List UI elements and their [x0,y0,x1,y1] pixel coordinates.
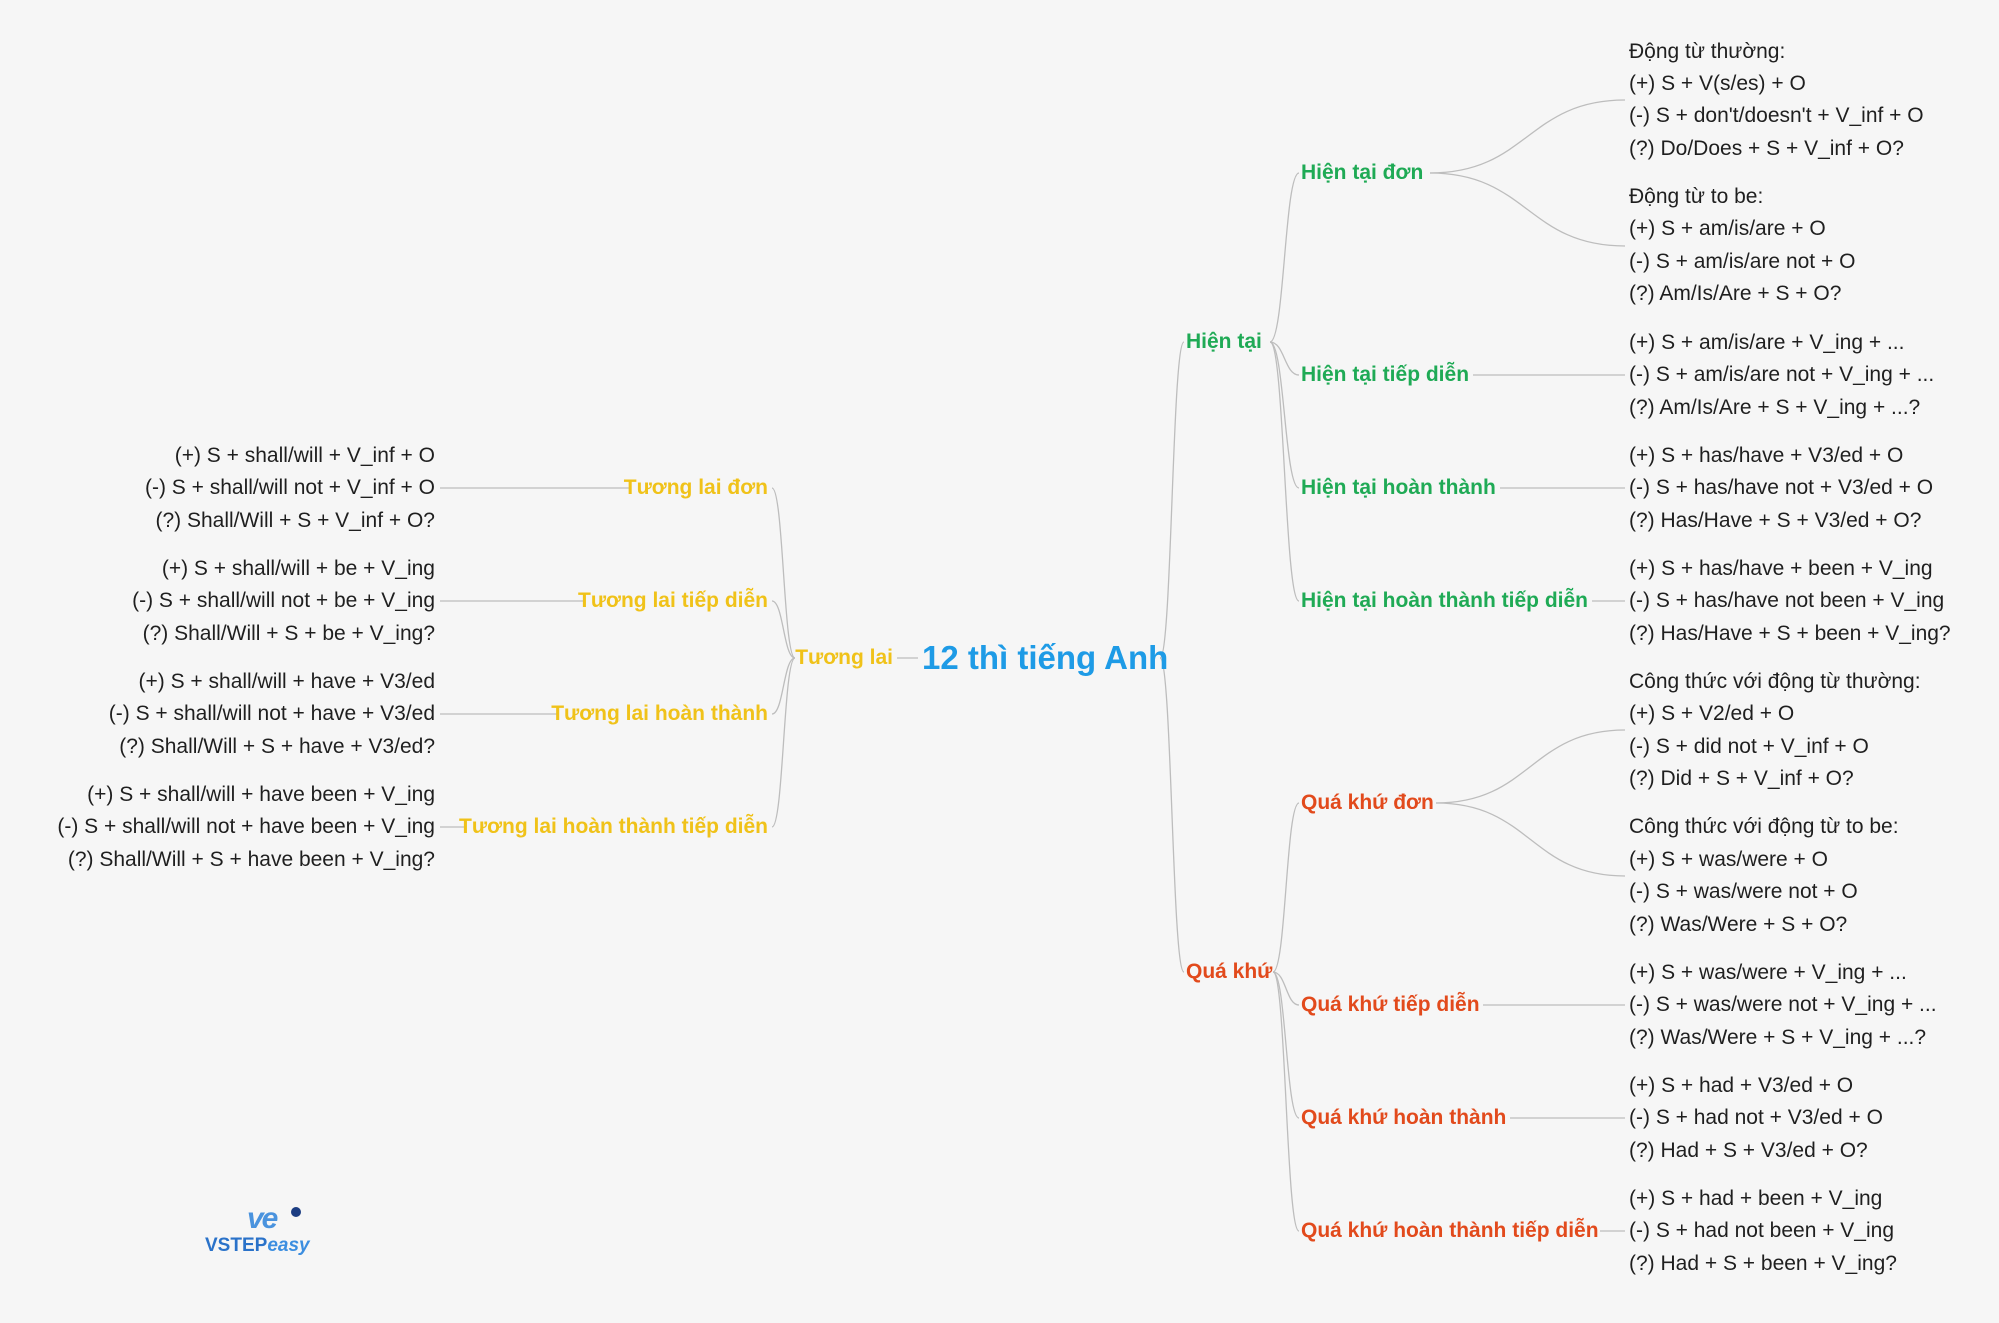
formula-line: (+) S + shall/will + V_inf + O [174,444,435,467]
brand-mark: ve [247,1202,278,1235]
link-future-tense-1 [771,600,796,659]
formula-line: (-) S + am/is/are not + V_ing + ... [1629,363,1935,386]
formula-line: (?) Am/Is/Are + S + O? [1629,282,1842,305]
link-past-tense-0 [1272,802,1300,973]
link-root-past [1159,657,1185,973]
brand-name: VSTEPeasy [205,1235,310,1257]
formula-line: (+) S + V(s/es) + O [1629,72,1806,95]
formula-line: (-) S + had not + V3/ed + O [1629,1106,1883,1129]
formula-line: (+) S + am/is/are + V_ing + ... [1629,331,1905,354]
formula-heading: Công thức với động từ thường: [1629,670,1921,693]
branch-future: Tương lai [795,646,893,669]
link-past-tense-3 [1272,971,1300,1232]
link-root-present [1159,341,1185,659]
formula-line: (+) S + shall/will + have been + V_ing [87,783,435,806]
formula-line: (+) S + shall/will + have + V3/ed [138,670,436,693]
formula-line: (?) Had + S + V3/ed + O? [1629,1139,1868,1162]
formula-line: (?) Do/Does + S + V_inf + O? [1629,137,1904,160]
tense-future-perfect: Tương lai hoàn thành [551,702,768,725]
formula-line: (?) Was/Were + S + O? [1629,913,1848,936]
formula-line: (?) Shall/Will + S + V_inf + O? [155,509,435,532]
tense-past-perfect: Quá khứ hoàn thành [1301,1106,1507,1129]
formula-line: (?) Shall/Will + S + have been + V_ing? [67,848,435,871]
formula-line: (-) S + was/were not + O [1629,880,1858,903]
formula-line: (?) Was/Were + S + V_ing + ...? [1629,1026,1927,1049]
formula-heading: Động từ thường: [1629,40,1786,63]
tense-past-continuous: Quá khứ tiếp diễn [1301,993,1480,1016]
formula-line: (+) S + shall/will + be + V_ing [161,557,435,580]
formula-line: (-) S + has/have not + V3/ed + O [1629,476,1934,499]
brand-name-main: VSTEP [205,1235,268,1256]
link-present-tense-2 [1269,341,1300,489]
formula-line: (?) Has/Have + S + V3/ed + O? [1629,509,1922,532]
link-present-simple-b [1429,172,1626,247]
link-past-tense-2 [1272,971,1300,1119]
root-title: 12 thì tiếng Anh [922,639,1169,676]
formula-line: (+) S + was/were + O [1629,848,1828,871]
formula-line: (+) S + am/is/are + O [1629,217,1826,240]
formula-line: (-) S + was/were not + V_ing + ... [1629,993,1937,1016]
formula-line: (?) Shall/Will + S + have + V3/ed? [119,735,435,758]
branch-past: Quá khứ [1186,960,1273,983]
link-past-tense-1 [1272,971,1300,1006]
link-future-tense-2 [771,657,796,715]
formula-heading: Công thức với động từ to be: [1629,815,1899,838]
formula-line: (?) Had + S + been + V_ing? [1629,1252,1897,1275]
formula-line: (+) S + had + V3/ed + O [1629,1074,1854,1097]
formula-line: (+) S + was/were + V_ing + ... [1629,961,1907,984]
formula-line: (+) S + V2/ed + O [1629,702,1795,725]
formula-line: (-) S + has/have not been + V_ing [1629,589,1945,612]
formula-line: (-) S + had not been + V_ing [1629,1219,1895,1242]
formula-heading: Động từ to be: [1629,185,1764,208]
link-present-tense-0 [1269,172,1300,343]
formula-line: (-) S + shall/will not + have been + V_i… [57,815,435,838]
brand-logo: ve VSTEPeasy [205,1202,335,1262]
link-past-simple-b [1435,802,1626,877]
brand-dot [291,1207,301,1217]
formula-line: (+) S + has/have + V3/ed + O [1629,444,1904,467]
formula-line: (-) S + am/is/are not + O [1629,250,1856,273]
link-past-simple-a [1435,729,1626,804]
formula-line: (+) S + had + been + V_ing [1629,1187,1883,1210]
link-future-tense-3 [771,657,796,828]
brand-name-suffix: easy [267,1235,310,1256]
tense-past-perfect-continuous: Quá khứ hoàn thành tiếp diễn [1301,1219,1599,1242]
link-future-tense-0 [771,487,796,659]
tense-past-simple: Quá khứ đơn [1301,791,1434,814]
tense-present-perfect: Hiện tại hoàn thành [1301,476,1496,499]
tense-future-continuous: Tương lai tiếp diễn [578,589,768,612]
tense-present-perfect-continuous: Hiện tại hoàn thành tiếp diễn [1301,589,1589,612]
formula-line: (-) S + shall/will not + V_inf + O [144,476,435,499]
branch-present: Hiện tại [1186,330,1262,353]
formula-line: (?) Shall/Will + S + be + V_ing? [142,622,435,645]
tense-future-perfect-continuous: Tương lai hoàn thành tiếp diễn [459,815,768,838]
formula-line: (-) S + don't/doesn't + V_inf + O [1629,104,1924,127]
link-present-tense-3 [1269,341,1300,602]
formula-line: (?) Has/Have + S + been + V_ing? [1629,622,1951,645]
link-present-tense-1 [1269,341,1300,376]
tense-present-continuous: Hiện tại tiếp diễn [1301,363,1470,386]
tense-future-simple: Tương lai đơn [623,476,768,499]
formula-line: (-) S + shall/will not + have + V3/ed [108,702,435,725]
formula-line: (-) S + did not + V_inf + O [1629,735,1869,758]
formula-line: (+) S + has/have + been + V_ing [1629,557,1933,580]
formula-line: (?) Am/Is/Are + S + V_ing + ...? [1629,396,1921,419]
link-present-simple-a [1429,99,1626,174]
formula-line: (-) S + shall/will not + be + V_ing [132,589,435,612]
tense-present-simple: Hiện tại đơn [1301,161,1424,184]
formula-line: (?) Did + S + V_inf + O? [1629,767,1854,790]
